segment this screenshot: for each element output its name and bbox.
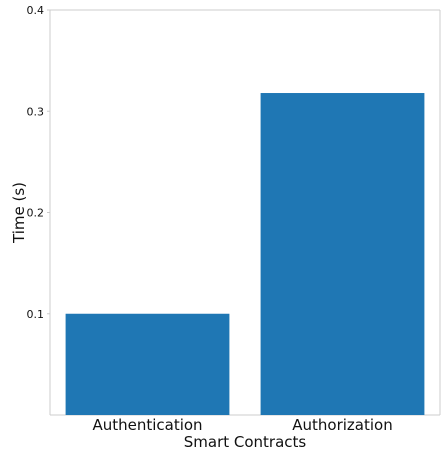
x-axis-title: Smart Contracts <box>184 433 307 450</box>
y-tick-label: 0.2 <box>27 207 45 220</box>
bar-authentication <box>65 313 230 415</box>
y-axis-title: Time (s) <box>10 182 28 244</box>
x-axis-ticks: Authentication Authorization <box>92 416 392 434</box>
x-tick-label: Authorization <box>292 416 392 434</box>
bar-authorization <box>260 93 425 416</box>
y-axis-ticks: 0.1 0.2 0.3 0.4 <box>27 4 50 321</box>
x-tick-label: Authentication <box>92 416 202 434</box>
y-tick-label: 0.3 <box>27 105 45 118</box>
y-tick-label: 0.4 <box>27 4 45 17</box>
y-tick-label: 0.1 <box>27 308 45 321</box>
bars <box>65 93 425 416</box>
